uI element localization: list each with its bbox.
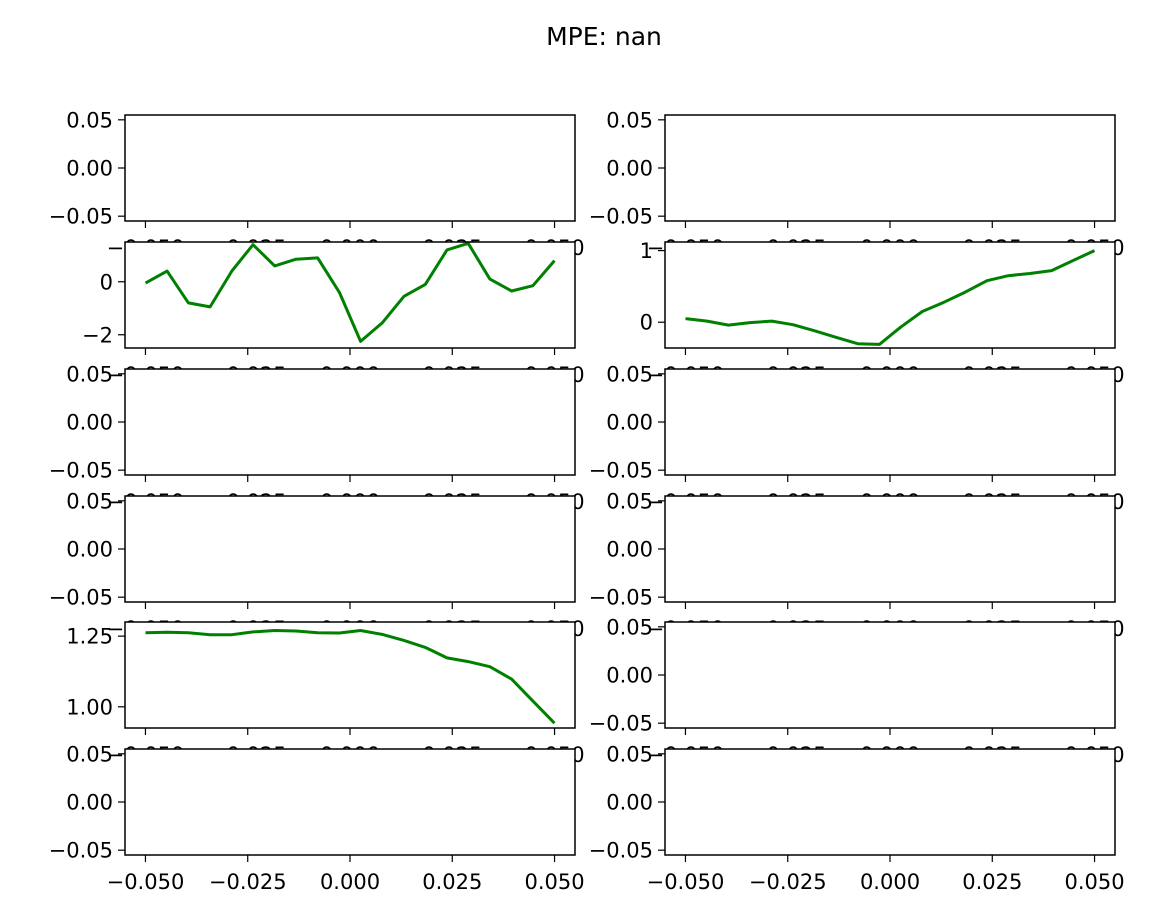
subplot-r6-c1-xtick-label-3: 0.025	[422, 870, 482, 894]
subplot-r3-c1-ytick-label-1: 0.00	[66, 411, 113, 435]
subplot-r3-c2-ytick-label-1: 0.00	[606, 411, 653, 435]
subplot-r6-c2-frame	[664, 748, 1116, 856]
subplot-r3-c1-ytick-label-2: 0.05	[66, 362, 113, 386]
subplot-r4-c1-ytick-label-2: 0.05	[66, 489, 113, 513]
subplot-r2-c1-plot-area	[125, 242, 575, 348]
subplot-r6-c2-xtick-label-0: −0.050	[647, 870, 725, 894]
subplot-r2-c1-ytick-label-0: −2	[82, 323, 113, 347]
subplot-r2-c2-frame	[664, 241, 1116, 349]
subplot-grid: −0.050−0.0250.0000.0250.050−0.050.000.05…	[49, 108, 1125, 894]
subplot-r5-c2-plot-area	[665, 622, 1115, 728]
subplot-r6-c1-frame	[124, 748, 576, 856]
subplot-r6-c2-ytick-label-0: −0.05	[589, 839, 653, 863]
subplot-r1-c1-frame	[124, 114, 576, 222]
subplot-r2-c2-ytick-label-0: 0	[640, 311, 653, 335]
subplot-r6-c2-xtick-label-2: 0.000	[860, 870, 920, 894]
subplot-r6-c1-xtick-label-1: −0.025	[209, 870, 287, 894]
subplot-r2-c2-plot-area	[665, 242, 1115, 348]
subplot-r4-c2-ytick-label-2: 0.05	[606, 489, 653, 513]
subplot-r5-c2-ytick-label-1: 0.00	[606, 664, 653, 688]
subplot-r4-c1-ytick-label-1: 0.00	[66, 538, 113, 562]
subplot-r5-c1-series-line-0	[145, 629, 556, 725]
subplot-r3-c2-plot-area	[665, 369, 1115, 475]
subplot-r3-c1-plot-area	[125, 369, 575, 475]
subplot-r6-c2-ytick-label-2: 0.05	[606, 742, 653, 766]
subplot-r4-c1-frame	[124, 495, 576, 603]
subplot-r6-c1-xtick-label-4: 0.050	[524, 870, 584, 894]
subplot-r4-c2-plot-area	[665, 496, 1115, 602]
subplot-r5-c2-frame	[664, 621, 1116, 729]
subplot-r2-c1-ytick-label-1: 0	[100, 270, 113, 294]
subplot-r2-c1-series-line-0	[144, 242, 556, 343]
subplot-r1-c2-frame	[664, 114, 1116, 222]
subplot-r6-c2-xtick-label-4: 0.050	[1064, 870, 1124, 894]
subplot-r6-c1-ytick-label-2: 0.05	[66, 742, 113, 766]
subplot-r2-c2-series-line-0	[685, 249, 1096, 346]
subplot-r6-c1-xtick-label-0: −0.050	[107, 870, 185, 894]
subplot-r1-c2-plot-area	[665, 115, 1115, 221]
subplot-r6-c1-ytick-label-0: −0.05	[49, 839, 113, 863]
subplot-r5-c2-ytick-label-2: 0.05	[606, 615, 653, 639]
subplot-r6-c1: −0.050 −0.025 0.000 0.025 0.050 −0.05 0.00 0.05	[49, 742, 585, 894]
subplot-r1-c2-ytick-label-2: 0.05	[606, 108, 653, 132]
subplot-r1-c2-ytick-label-0: −0.05	[589, 205, 653, 229]
subplot-r6-c2-xtick-label-1: −0.025	[749, 870, 827, 894]
subplot-r1-c2-ytick-label-1: 0.00	[606, 157, 653, 181]
subplot-r4-c1-ytick-label-0: −0.05	[49, 586, 113, 610]
subplot-r3-c2-ytick-label-0: −0.05	[589, 459, 653, 483]
subplot-r6-c2-ytick-label-1: 0.00	[606, 791, 653, 815]
subplot-r5-c2-ytick-label-0: −0.05	[589, 712, 653, 736]
subplot-r6-c2-xtick-label-3: 0.025	[962, 870, 1022, 894]
subplot-r5-c1-ytick-label-1: 1.25	[66, 625, 113, 649]
subplot-r6-c1-ytick-label-1: 0.00	[66, 791, 113, 815]
subplot-r5-c1-ytick-label-0: 1.00	[66, 695, 113, 719]
subplot-r2-c2-ytick-label-1: 1	[640, 239, 653, 263]
subplot-r5-c1-plot-area	[125, 622, 575, 728]
subplot-r6-c2: −0.050 −0.025 0.000 0.025 0.050 −0.05 0.00 0.05	[589, 742, 1125, 894]
subplot-r3-c2-ytick-label-2: 0.05	[606, 362, 653, 386]
subplot-r1-c1-plot-area	[125, 115, 575, 221]
figure-title: MPE: nan	[546, 22, 662, 51]
subplot-r6-c1-plot-area	[125, 749, 575, 855]
subplot-r1-c1-ytick-label-0: −0.05	[49, 205, 113, 229]
subplot-r4-c1-plot-area	[125, 496, 575, 602]
subplot-r4-c2-frame	[664, 495, 1116, 603]
subplot-r4-c2-ytick-label-1: 0.00	[606, 538, 653, 562]
subplot-r3-c1-frame	[124, 368, 576, 476]
subplot-r1-c1-ytick-label-2: 0.05	[66, 108, 113, 132]
subplot-r6-c2-plot-area	[665, 749, 1115, 855]
subplot-r5-c1-frame	[124, 621, 576, 729]
subplot-r4-c2-ytick-label-0: −0.05	[589, 586, 653, 610]
subplot-r3-c2-frame	[664, 368, 1116, 476]
subplot-r6-c1-xtick-label-2: 0.000	[320, 870, 380, 894]
subplot-r1-c1-ytick-label-1: 0.00	[66, 157, 113, 181]
subplot-r2-c1-frame	[124, 241, 576, 349]
subplot-r3-c1-ytick-label-0: −0.05	[49, 459, 113, 483]
